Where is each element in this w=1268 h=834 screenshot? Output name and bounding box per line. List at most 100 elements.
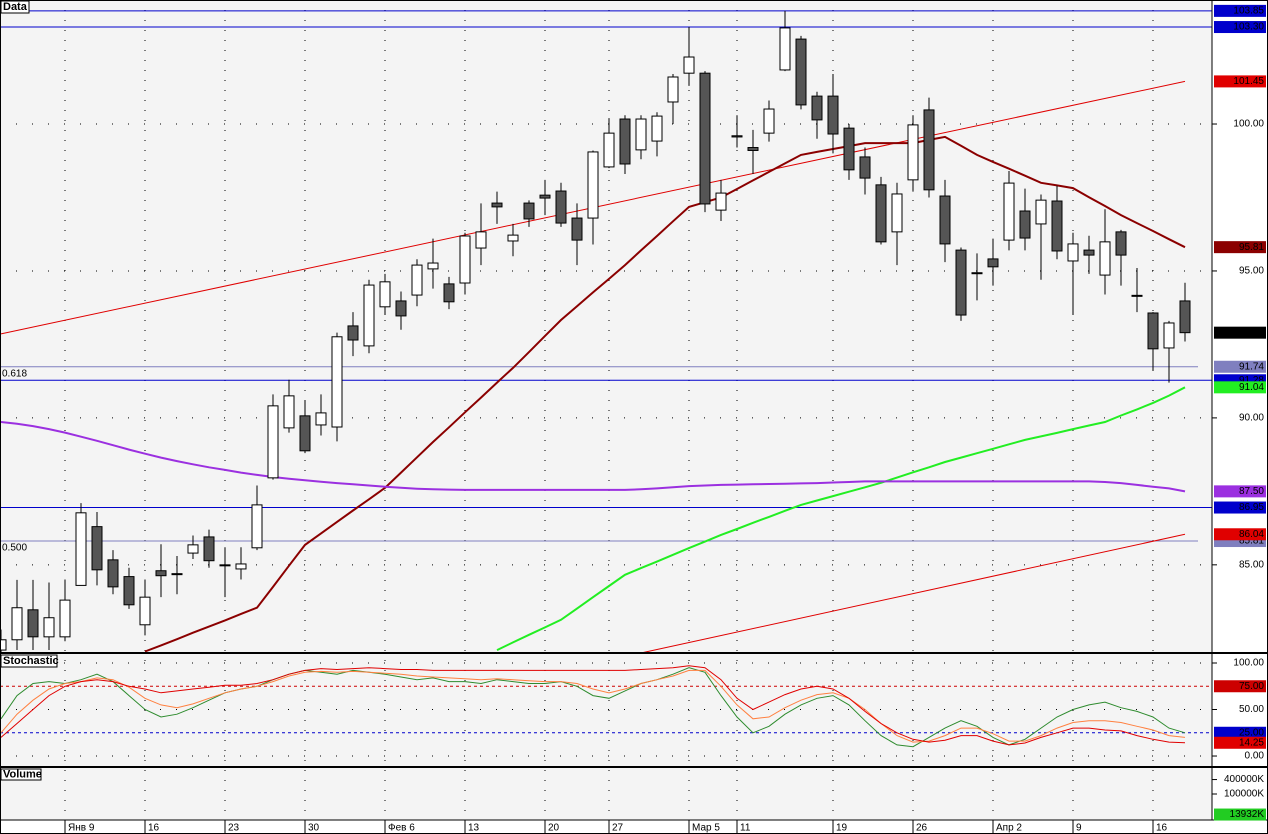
y-tick-label: 100.00 bbox=[1233, 658, 1264, 669]
axis-tag: 14.25 bbox=[1239, 737, 1264, 748]
axis-tag: 86.04 bbox=[1239, 529, 1264, 540]
price-pane: 0.618 0.500 bbox=[0, 10, 1212, 653]
candle-body bbox=[667, 76, 679, 103]
axis-tag: 87.50 bbox=[1239, 486, 1264, 497]
moving-average bbox=[496, 386, 1186, 652]
candle-body bbox=[875, 184, 887, 243]
candle-body bbox=[795, 38, 807, 106]
x-tick-label: Янв 9 bbox=[68, 823, 95, 834]
candle-body bbox=[699, 72, 711, 205]
axis-tag: 25.00 bbox=[1239, 727, 1264, 738]
candle-body bbox=[811, 95, 823, 121]
axis-tag-bg bbox=[1214, 21, 1266, 34]
candle-body bbox=[1003, 182, 1015, 241]
axis-tag: 86.95 bbox=[1239, 502, 1264, 513]
candle-body bbox=[779, 27, 791, 71]
axis-tag: 85.81 bbox=[1239, 536, 1264, 547]
candle-body bbox=[91, 526, 103, 571]
y-tick-label: 100.00 bbox=[1233, 119, 1264, 130]
axis-tag: 103.85 bbox=[1233, 6, 1264, 17]
candle-body bbox=[1115, 231, 1127, 256]
candle-body bbox=[43, 617, 55, 638]
x-tick-label: 20 bbox=[548, 823, 560, 834]
y-tick-label: 400000K bbox=[1224, 774, 1264, 785]
axis-tag-bg bbox=[1214, 75, 1266, 88]
stochastic-pane bbox=[0, 662, 1212, 757]
x-tick-label: 30 bbox=[308, 823, 320, 834]
candle-body bbox=[155, 570, 167, 577]
pane-title: Volume bbox=[3, 768, 42, 780]
candle-body bbox=[555, 190, 567, 224]
axis-tag-bg bbox=[1214, 381, 1266, 394]
axis-tag: 91.04 bbox=[1239, 382, 1264, 393]
axis-tag-bg bbox=[1214, 326, 1266, 339]
axis-tag: 91.28 bbox=[1239, 375, 1264, 386]
axis-tag: 101.45 bbox=[1233, 76, 1264, 87]
candle-body bbox=[571, 217, 583, 241]
axis-tag-bg bbox=[1214, 736, 1266, 749]
x-tick-label: 26 bbox=[916, 823, 928, 834]
x-tick-label: 27 bbox=[612, 823, 624, 834]
x-tick-label: 16 bbox=[148, 823, 160, 834]
x-tick-label: Апр 2 bbox=[996, 823, 1022, 834]
axis-tag-bg bbox=[1214, 360, 1266, 373]
axis-tag-bg bbox=[1214, 4, 1266, 17]
candle-body bbox=[283, 395, 295, 429]
fib-ratio: 0.500 bbox=[2, 543, 27, 554]
y-tick-label: 0.00 bbox=[1245, 751, 1265, 762]
candle-body bbox=[843, 127, 855, 171]
candle-body bbox=[427, 262, 439, 270]
candle-body bbox=[123, 576, 135, 606]
candle-body bbox=[379, 281, 391, 308]
candle-body bbox=[1067, 243, 1079, 262]
axis-bg bbox=[1212, 0, 1268, 834]
candle-body bbox=[347, 325, 359, 341]
candle-body bbox=[1035, 199, 1047, 225]
candle-body bbox=[443, 283, 455, 303]
candle-body bbox=[507, 234, 519, 242]
y-tick-label: 100000K bbox=[1224, 789, 1264, 800]
x-tick-label: 11 bbox=[740, 823, 751, 834]
candle-body bbox=[763, 108, 775, 134]
x-tick-label: Мар 5 bbox=[692, 823, 720, 834]
axis-tag-bg bbox=[1214, 808, 1266, 821]
candle-body bbox=[331, 336, 343, 428]
candle-body bbox=[251, 504, 263, 549]
candle-body bbox=[747, 147, 759, 151]
candle-body bbox=[459, 235, 471, 284]
candle-body bbox=[475, 231, 487, 249]
candle-body bbox=[267, 405, 279, 479]
candle-body bbox=[1051, 200, 1063, 252]
candle-body bbox=[731, 135, 743, 138]
candle-body bbox=[827, 95, 839, 135]
date-axis-bg bbox=[0, 820, 1268, 834]
candle-body bbox=[715, 192, 727, 211]
x-tick-label: 9 bbox=[1076, 823, 1082, 834]
candle-body bbox=[11, 607, 23, 641]
y-tick-label: 95.00 bbox=[1239, 266, 1264, 277]
candle-body bbox=[491, 202, 503, 208]
candle-body bbox=[971, 272, 983, 275]
axis-tag-bg bbox=[1214, 726, 1266, 739]
candle-body bbox=[939, 195, 951, 245]
fib-ratio: 0.618 bbox=[2, 368, 27, 379]
candle-body bbox=[363, 284, 375, 347]
candle-body bbox=[1179, 300, 1191, 334]
axis-tag-bg bbox=[1214, 501, 1266, 514]
candle-body bbox=[1147, 312, 1159, 350]
x-tick-label: Фев 6 bbox=[388, 823, 415, 834]
candle-body bbox=[1099, 241, 1111, 276]
candle-body bbox=[859, 156, 871, 179]
candle-body bbox=[139, 596, 151, 626]
candle-body bbox=[987, 258, 999, 268]
axis-tag: 103.30 bbox=[1233, 22, 1264, 33]
candle-body bbox=[587, 151, 599, 219]
candle-body bbox=[1083, 249, 1095, 256]
candle-body bbox=[395, 300, 407, 317]
pane-title: Data bbox=[3, 1, 28, 13]
candle-body bbox=[27, 609, 39, 638]
y-tick-label: 85.00 bbox=[1239, 559, 1264, 570]
candle-body bbox=[75, 512, 87, 586]
